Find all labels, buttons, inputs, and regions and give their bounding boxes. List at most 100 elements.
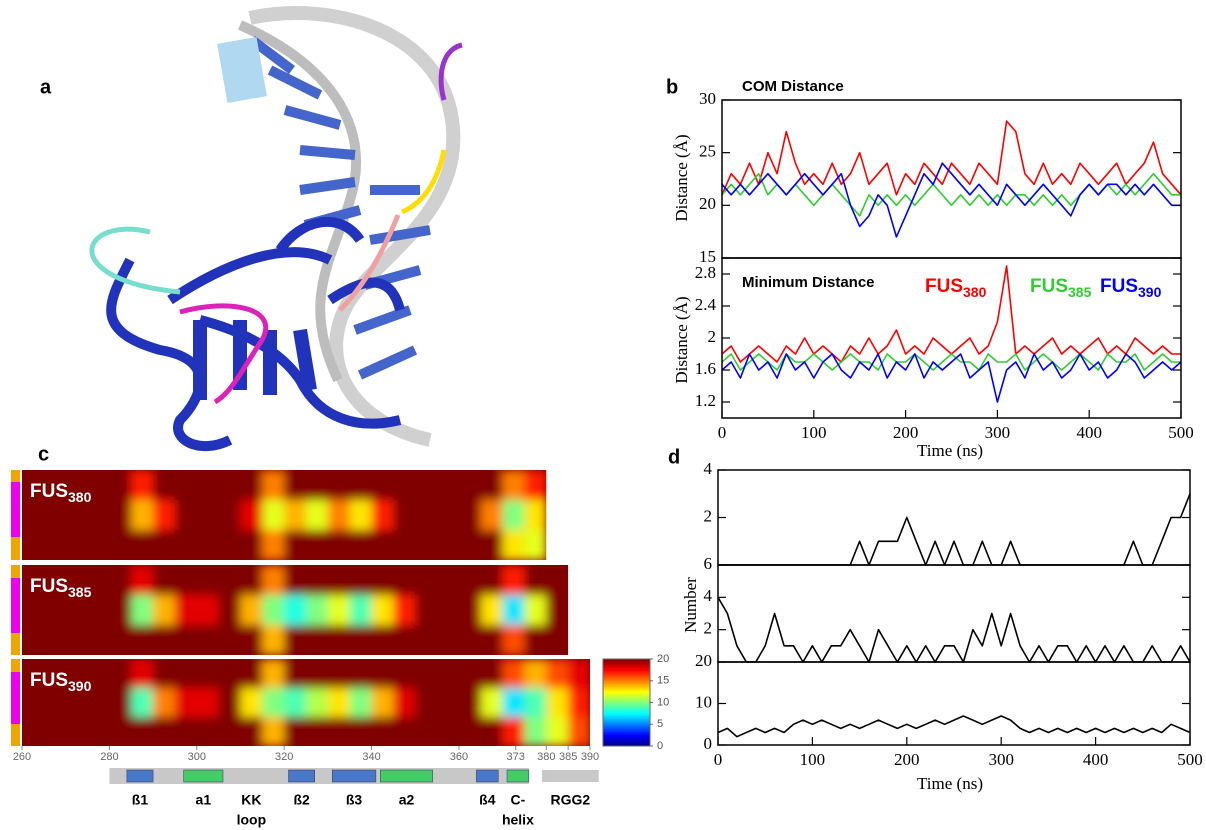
heatmap-cell	[65, 500, 89, 531]
colorbar-slice	[603, 679, 650, 682]
x-tick-label: 100	[801, 423, 827, 442]
heatmap-cell	[43, 688, 67, 718]
heatmap-cell	[349, 565, 373, 596]
colorbar-slice	[603, 669, 650, 671]
heatmap-cell	[284, 625, 307, 655]
heatmap-cell	[131, 470, 154, 501]
y-tick-label: 4	[704, 459, 713, 478]
heatmap-cell	[393, 470, 416, 501]
heatmap-cell	[284, 595, 307, 626]
heatmap-cell	[393, 595, 416, 626]
heatmap-cell	[109, 500, 132, 531]
heatmap-cell	[393, 688, 416, 718]
heatmap-cell	[218, 500, 241, 531]
heatmap-cell	[43, 530, 67, 560]
heatmap-cell	[240, 688, 263, 718]
colorbar-slice	[603, 693, 650, 696]
domain	[331, 769, 377, 783]
heatmap-cell	[174, 565, 198, 596]
heatmap	[22, 470, 547, 560]
heatmap-cell	[480, 625, 504, 655]
heatmap-cell	[349, 500, 373, 531]
colorbar-slice	[603, 708, 650, 711]
heatmap-cell	[306, 717, 329, 746]
domain-label: ß3	[346, 792, 363, 808]
heatmap-cell	[131, 659, 154, 689]
y-tick-label: 1.6	[695, 359, 716, 378]
plot-frame	[717, 661, 1191, 746]
y-tick-label: 15	[699, 247, 716, 266]
colorbar-slice	[603, 683, 650, 686]
colorbar-tick-label: 20	[657, 653, 669, 665]
colorbar-slice	[603, 706, 650, 709]
heatmap-cell	[65, 530, 89, 560]
colorbar-slice	[603, 709, 650, 712]
data-line	[721, 353, 1182, 403]
colorbar-slice	[603, 676, 650, 679]
heatmap-cell	[524, 717, 547, 746]
heatmap-cell	[87, 500, 110, 531]
heatmap-cell	[393, 625, 416, 655]
heatmap-cell	[284, 717, 307, 746]
heatmap-cell	[43, 500, 67, 531]
colorbar-slice	[603, 719, 650, 722]
heatmap-cell	[524, 625, 547, 655]
data-line	[718, 493, 1191, 566]
heatmap-cell	[327, 595, 351, 626]
colorbar-slice	[603, 689, 650, 692]
domain	[541, 770, 599, 782]
heatmap-cell	[371, 717, 394, 746]
colorbar-slice	[603, 732, 650, 735]
heatmap-cell	[502, 625, 525, 655]
heatmap-cell	[371, 688, 394, 718]
colorbar-slice	[603, 660, 650, 663]
heatmap-cell	[262, 595, 285, 626]
colorbar-slice	[603, 659, 650, 661]
heatmap-cell	[371, 565, 394, 596]
domain-label: KK	[241, 792, 261, 808]
colorbar-slice	[603, 674, 650, 677]
heatmap-cell	[196, 500, 220, 531]
heatmap-cell	[502, 565, 525, 596]
y-tick-label: 20	[699, 194, 716, 213]
heatmap-cell	[218, 565, 241, 596]
colorbar-slice	[603, 743, 650, 745]
colorbar-slice	[603, 712, 650, 715]
heatmap-cell	[524, 470, 547, 501]
domain	[288, 769, 315, 783]
colorbar-slice	[603, 718, 650, 721]
heatmap-cell	[22, 688, 45, 718]
heatmap-cell	[371, 470, 394, 501]
heatmap-cell	[153, 500, 176, 531]
heatmap-cell	[109, 717, 132, 746]
heatmap-cell	[153, 688, 176, 718]
domain-label: ß2	[293, 792, 310, 808]
heatmap-cell	[284, 500, 307, 531]
y-axis-label: Distance (Å)	[672, 296, 691, 383]
heatmap-cell	[196, 595, 220, 626]
heatmap-label: FUS380	[30, 481, 92, 505]
y-tick-label: 10	[695, 692, 712, 711]
heatmap-cell	[393, 500, 416, 531]
domain-label: ß4	[479, 792, 496, 808]
heatmap	[22, 659, 590, 746]
heatmap-cell	[349, 717, 373, 746]
colorbar-slice	[603, 711, 650, 714]
heatmap-cell	[131, 565, 154, 596]
heatmap-cell	[262, 659, 285, 689]
colorbar-slice	[603, 673, 650, 676]
heatmap-cell	[524, 688, 547, 718]
y-tick-label: 2	[704, 506, 713, 525]
heatmap-cell	[480, 470, 504, 501]
heatmap-cell	[131, 595, 154, 626]
colorbar-slice	[603, 738, 650, 741]
colorbar-slice	[603, 666, 650, 669]
heatmap-cells	[22, 659, 590, 746]
heatmap-cell	[153, 717, 176, 746]
heatmap-cell	[393, 717, 416, 746]
heatmap-cell	[218, 595, 241, 626]
colorbar-slice	[603, 717, 650, 719]
heatmap-cell	[306, 659, 329, 689]
colorbar-slice	[603, 685, 650, 687]
heatmap-cell	[218, 470, 241, 501]
